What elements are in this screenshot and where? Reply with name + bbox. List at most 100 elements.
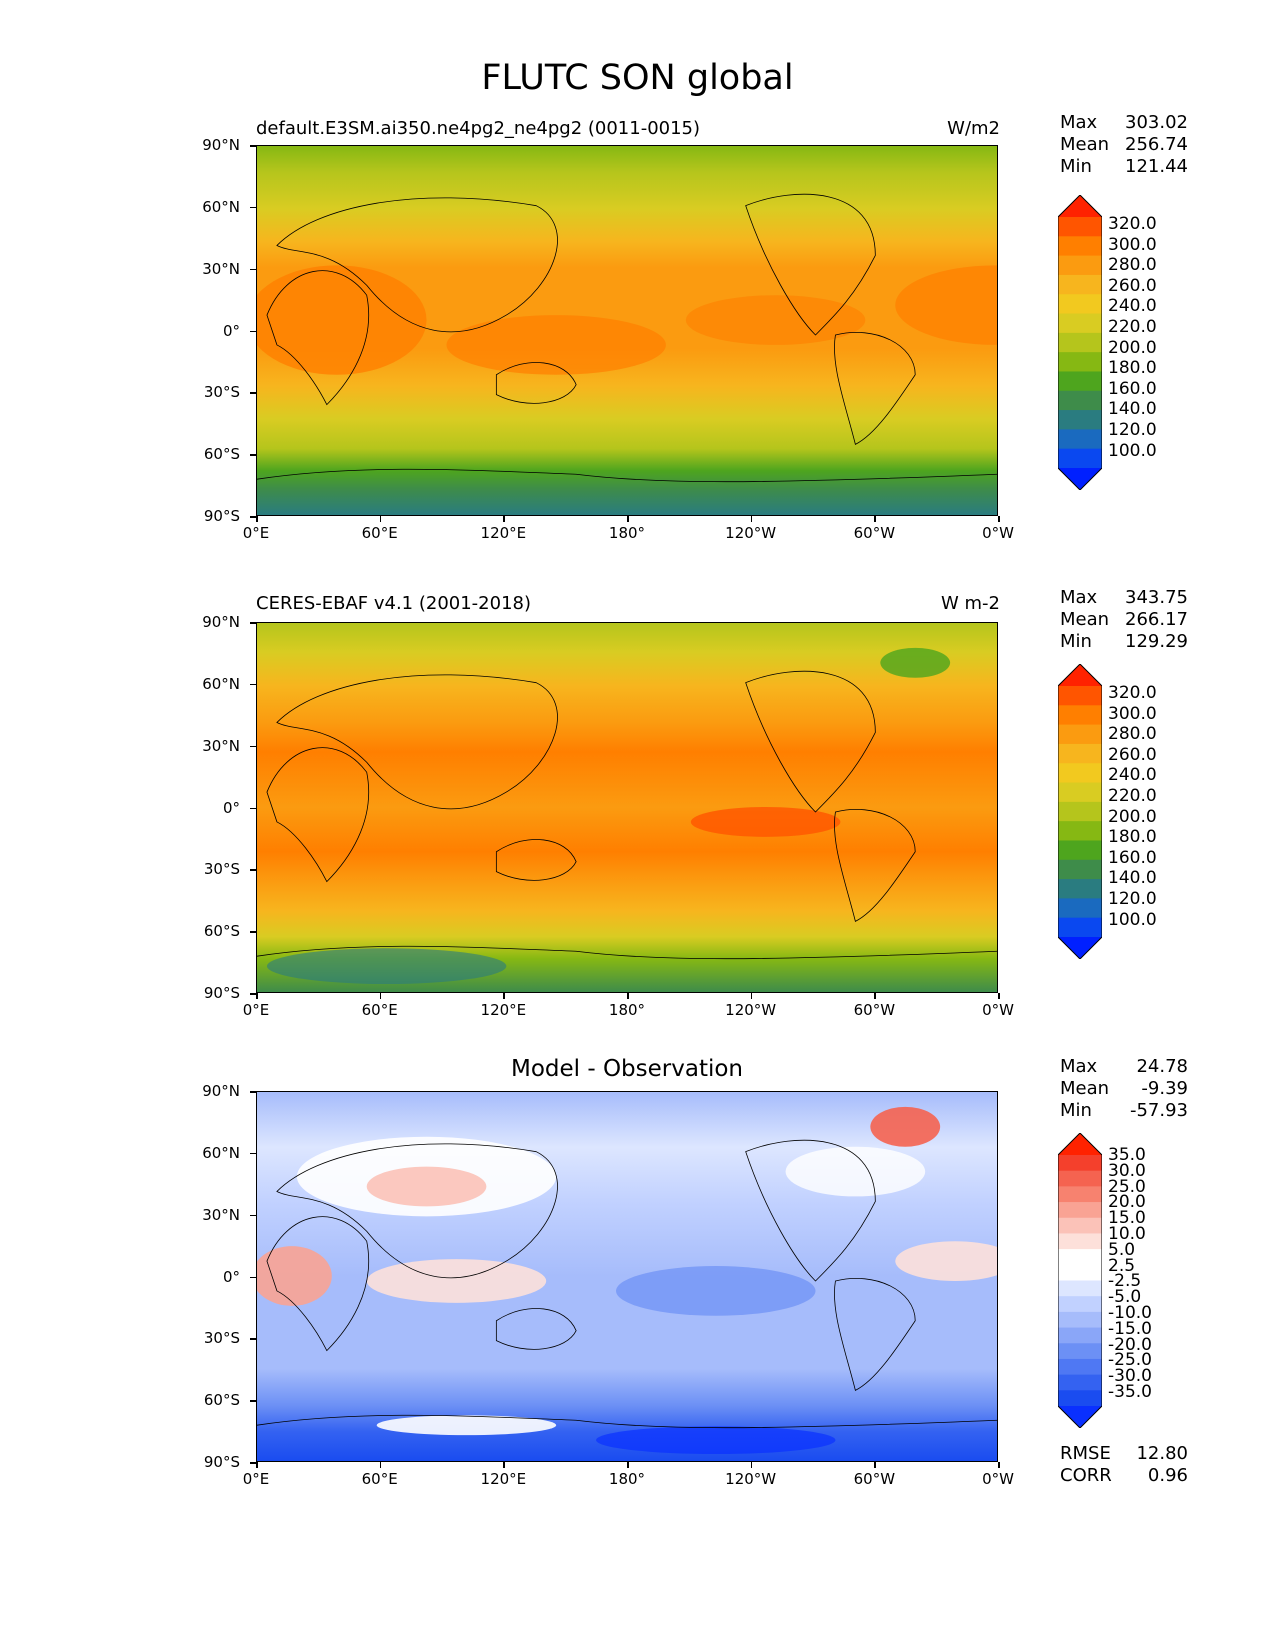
colorbar-swatch: [1058, 763, 1102, 784]
x-tick-mark: [874, 993, 876, 999]
y-tick-label: 30°S: [203, 860, 240, 879]
min-value: -57.93: [1129, 1100, 1188, 1121]
y-tick-mark: [250, 869, 256, 871]
x-tick-mark: [503, 1462, 505, 1468]
panel3-colorbar: [1058, 1133, 1102, 1428]
colorbar-swatch: [1058, 1374, 1102, 1391]
x-tick-label: 60°W: [853, 1470, 896, 1488]
x-tick-label: 0°E: [242, 1001, 270, 1019]
y-tick-label: 60°N: [202, 1143, 240, 1162]
y-tick-label: 90°N: [202, 136, 240, 154]
colorbar-label: 160.0: [1108, 847, 1157, 868]
y-tick-label: 30°N: [202, 1205, 240, 1224]
y-tick-label: 90°N: [202, 1082, 240, 1100]
x-tick-mark: [379, 1462, 382, 1468]
colorbar-extend-max: [1058, 195, 1102, 217]
panel2-map-field: [257, 623, 997, 992]
colorbar-swatch: [1058, 840, 1102, 861]
y-tick-label: 60°S: [203, 1391, 240, 1410]
x-tick-label: 120°W: [725, 1470, 777, 1488]
panel3-map: [256, 1091, 998, 1462]
colorbar-extend-min: [1058, 1406, 1102, 1428]
colorbar-label: 15.0: [1108, 1208, 1146, 1229]
colorbar-label: 320.0: [1108, 214, 1157, 234]
x-tick-mark: [256, 1462, 258, 1468]
y-tick-label: 30°S: [203, 383, 240, 402]
y-tick-mark: [250, 516, 256, 518]
colorbar-swatch: [1058, 898, 1102, 919]
x-tick-label: 0°W: [982, 1001, 1014, 1019]
x-tick-mark: [379, 993, 382, 999]
colorbar-label: 20.0: [1108, 1192, 1146, 1213]
colorbar-swatch: [1058, 371, 1102, 392]
colorbar-label: 320.0: [1108, 683, 1157, 703]
mean-value: -9.39: [1141, 1078, 1188, 1099]
colorbar-swatch: [1058, 1390, 1102, 1407]
colorbar-swatch: [1058, 859, 1102, 880]
colorbar-label: 120.0: [1108, 889, 1157, 909]
colorbar-label: -20.0: [1108, 1334, 1152, 1355]
y-tick-mark: [250, 268, 256, 271]
x-tick-mark: [750, 516, 753, 522]
colorbar-swatch: [1058, 743, 1102, 764]
y-tick-label: 30°N: [202, 259, 240, 278]
y-tick-mark: [250, 145, 256, 147]
colorbar-label: 200.0: [1108, 337, 1157, 358]
x-tick-mark: [627, 516, 629, 522]
y-tick-mark: [250, 392, 256, 394]
panel2-colorbar: [1058, 664, 1102, 959]
y-tick-mark: [250, 1400, 256, 1402]
colorbar-swatch: [1058, 1280, 1102, 1297]
colorbar-extend-max: [1058, 1133, 1102, 1155]
colorbar-swatch: [1058, 236, 1102, 257]
min-value: 129.29: [1125, 631, 1188, 652]
x-tick-mark: [256, 993, 258, 999]
mean-label: Mean: [1060, 1078, 1110, 1099]
y-tick-label: 30°S: [203, 1329, 240, 1348]
panel1-title-left: default.E3SM.ai350.ne4pg2_ne4pg2 (0011-0…: [256, 118, 701, 139]
y-tick-label: 90°N: [202, 613, 240, 631]
colorbar-swatches: [1058, 1133, 1102, 1428]
min-label: Min: [1060, 156, 1092, 177]
colorbar-label: 240.0: [1108, 765, 1157, 786]
mean-value: 266.17: [1125, 609, 1188, 630]
y-tick-label: 60°S: [203, 445, 240, 464]
colorbar-label: -35.0: [1108, 1382, 1152, 1402]
colorbar-label: -30.0: [1108, 1366, 1152, 1387]
min-value: 121.44: [1125, 156, 1188, 177]
colorbar-label: 260.0: [1108, 744, 1157, 765]
y-tick-mark: [250, 1462, 256, 1464]
panel2-title-left: CERES-EBAF v4.1 (2001-2018): [256, 593, 532, 614]
colorbar-swatch: [1058, 448, 1102, 469]
x-tick-mark: [503, 516, 505, 522]
colorbar-swatch: [1058, 294, 1102, 315]
colorbar-label: 180.0: [1108, 358, 1157, 379]
panel3-stats: Max 24.78 Mean -9.39 Min -57.93: [1060, 1056, 1188, 1122]
panel1-map: [256, 145, 998, 516]
x-tick-mark: [750, 993, 753, 999]
x-tick-label: 120°E: [480, 1001, 527, 1019]
colorbar-swatch: [1058, 274, 1102, 295]
mean-label: Mean: [1060, 609, 1110, 630]
max-label: Max: [1060, 112, 1098, 133]
colorbar-swatch: [1058, 1264, 1102, 1281]
colorbar-swatch: [1058, 917, 1102, 938]
x-tick-label: 120°E: [480, 1470, 527, 1488]
panel3-title: Model - Observation: [510, 1056, 744, 1082]
panel1-stats: Max 303.02 Mean 256.74 Min 121.44: [1060, 112, 1188, 178]
y-tick-mark: [250, 330, 256, 332]
panel2-map: [256, 622, 998, 993]
colorbar-swatch: [1058, 429, 1102, 450]
colorbar-label: 240.0: [1108, 296, 1157, 317]
colorbar-swatch: [1058, 782, 1102, 803]
x-tick-label: 180°: [608, 1470, 646, 1488]
x-tick-mark: [503, 993, 505, 999]
colorbar-swatch: [1058, 1249, 1102, 1266]
corr-label: CORR: [1060, 1465, 1112, 1486]
colorbar-label: 25.0: [1108, 1176, 1146, 1197]
y-tick-label: 0°: [222, 321, 240, 340]
x-tick-mark: [750, 1462, 753, 1468]
colorbar-swatch: [1058, 724, 1102, 745]
colorbar-label: 280.0: [1108, 724, 1157, 745]
colorbar-label: 220.0: [1108, 317, 1157, 337]
